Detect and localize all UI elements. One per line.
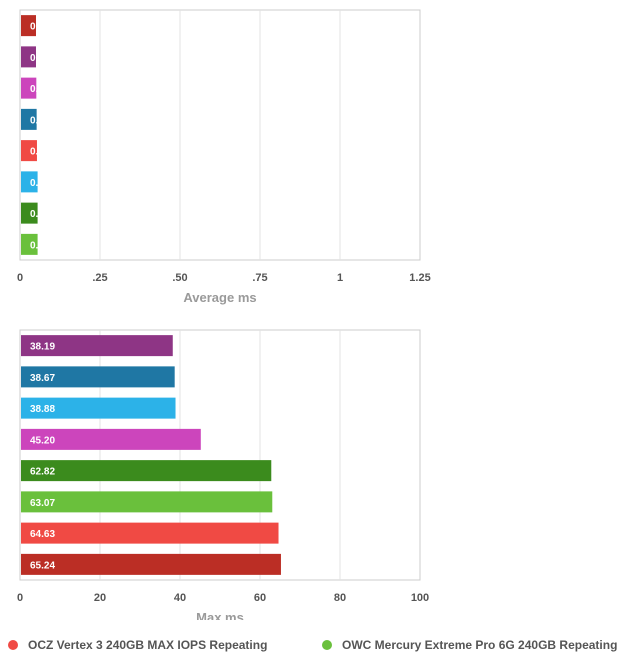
bar-value-label: 0.055 bbox=[30, 240, 55, 251]
x-axis-title: Average ms bbox=[183, 290, 256, 305]
bar bbox=[21, 233, 38, 255]
bar-value-label: 0.053 bbox=[30, 147, 55, 158]
x-tick-label: 80 bbox=[334, 592, 346, 604]
bar-value-label: 0.050 bbox=[30, 53, 55, 64]
bar-value-label: 0.052 bbox=[30, 115, 55, 126]
bar bbox=[21, 108, 37, 130]
bar-value-label: 0.055 bbox=[30, 178, 55, 189]
bar bbox=[21, 46, 36, 68]
average-ms-chart-svg: 0 .25 .50 .75 1 1.25 0.050 0.050 0.051 0.052 0.053… bbox=[17, 9, 431, 305]
legend-label-ocz: OCZ Vertex 3 240GB MAX IOPS Repeating bbox=[28, 638, 268, 652]
bar-value-label: 45.20 bbox=[30, 435, 55, 446]
bar-value-label: 38.67 bbox=[30, 373, 55, 384]
x-tick-label: 0 bbox=[17, 272, 23, 284]
x-tick-label: .75 bbox=[252, 272, 267, 284]
bar bbox=[21, 428, 201, 450]
legend-swatch-owc bbox=[322, 640, 332, 650]
max-ms-chart-svg: 0 20 40 60 80 100 38.19 38.67 38.88 45.20 62.82 63.… bbox=[17, 329, 429, 620]
bar-value-label: 0.055 bbox=[30, 209, 55, 220]
bar bbox=[21, 140, 37, 162]
bar-value-label: 0.050 bbox=[30, 22, 55, 33]
legend-item-owc: OWC Mercury Extreme Pro 6G 240GB Repeati… bbox=[322, 638, 617, 652]
legend-item-ocz: OCZ Vertex 3 240GB MAX IOPS Repeating bbox=[8, 638, 267, 652]
bar bbox=[21, 522, 279, 544]
bar bbox=[21, 460, 272, 482]
bar bbox=[21, 397, 176, 419]
bar bbox=[21, 553, 281, 575]
bar-value-label: 38.19 bbox=[30, 342, 55, 353]
bar-value-label: 0.051 bbox=[30, 84, 55, 95]
bar-value-label: 38.88 bbox=[30, 404, 55, 415]
bar bbox=[21, 77, 37, 99]
bar-value-label: 62.82 bbox=[30, 467, 55, 478]
plot-area bbox=[19, 9, 421, 261]
x-tick-label: 100 bbox=[411, 592, 429, 604]
x-axis-title: Max ms bbox=[196, 610, 244, 620]
x-tick-label: 60 bbox=[254, 592, 266, 604]
bar bbox=[21, 491, 273, 513]
x-tick-label: 40 bbox=[174, 592, 186, 604]
x-tick-label: .25 bbox=[92, 272, 107, 284]
bar bbox=[21, 202, 38, 224]
x-tick-label: 1.25 bbox=[409, 272, 430, 284]
bar bbox=[21, 171, 38, 193]
x-tick-label: 20 bbox=[94, 592, 106, 604]
legend-label-owc: OWC Mercury Extreme Pro 6G 240GB Repeati… bbox=[342, 638, 618, 652]
chart-max-ms: 0 20 40 60 80 100 38.19 38.67 38.88 45.20 62.82 63.… bbox=[0, 320, 620, 620]
bar-value-label: 63.07 bbox=[30, 498, 55, 509]
legend-swatch-ocz bbox=[8, 640, 18, 650]
bar bbox=[21, 15, 36, 37]
x-tick-label: 0 bbox=[17, 592, 23, 604]
bar bbox=[21, 335, 173, 357]
bar bbox=[21, 366, 175, 388]
bar-value-label: 64.63 bbox=[30, 529, 55, 540]
x-tick-label: .50 bbox=[172, 272, 187, 284]
chart-average-ms: 0 .25 .50 .75 1 1.25 0.050 0.050 0.051 0.052 0.053… bbox=[0, 0, 620, 315]
bar-value-label: 65.24 bbox=[30, 560, 55, 571]
chart-legend: OCZ Vertex 3 240GB MAX IOPS Repeating OW… bbox=[0, 638, 620, 660]
x-tick-label: 1 bbox=[337, 272, 343, 284]
